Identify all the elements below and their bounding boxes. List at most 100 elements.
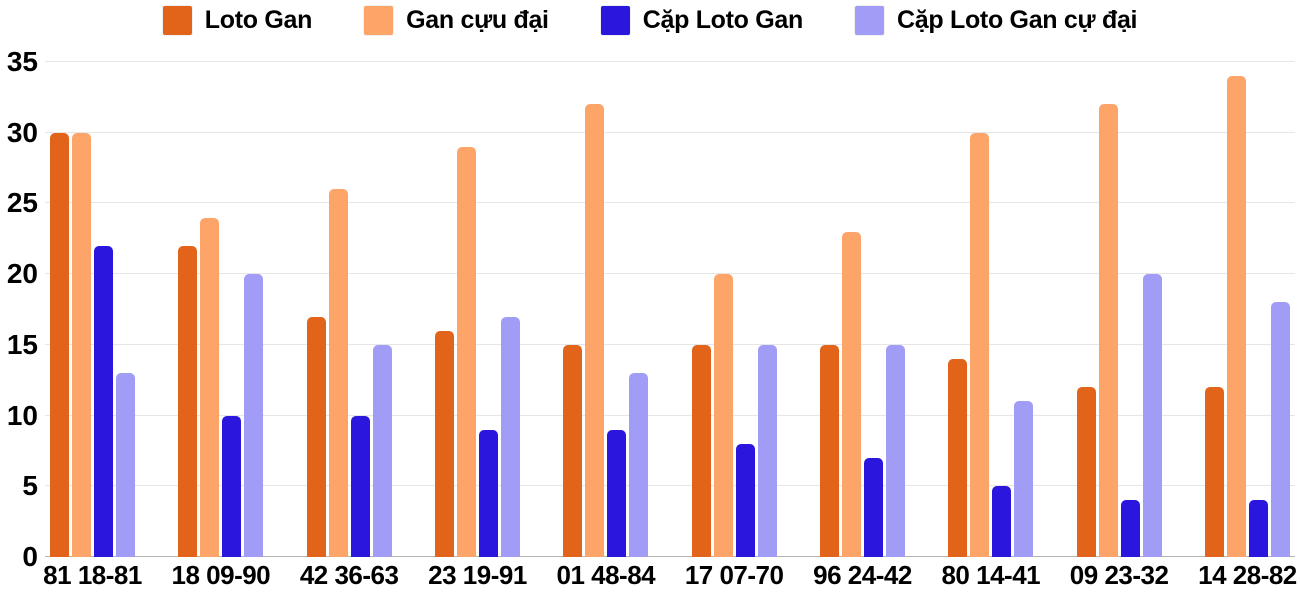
gridline [45,202,1295,204]
bar-gan-cựu-đại[interactable] [970,132,990,557]
y-tick-label: 30 [6,116,38,148]
bar-gan-cựu-đại[interactable] [585,104,605,557]
bar-cặp-loto-gan-cự-đại[interactable] [629,373,649,557]
y-tick-label: 0 [22,541,38,572]
bar-group [1204,62,1290,557]
x-label-slot: 14 28-82 [1198,560,1297,591]
bars-row [45,62,1295,557]
gridline [45,131,1295,133]
plot-area [45,61,1295,557]
bar-cặp-loto-gan[interactable] [350,415,370,557]
x-category-label: 17 07-70 [684,560,784,590]
bar-cặp-loto-gan[interactable] [607,429,627,557]
bar-group [691,62,777,557]
x-label-slot: 42 36-63 [300,560,399,591]
x-label-slot: 80 14-41 [941,560,1040,591]
bar-cặp-loto-gan[interactable] [222,415,242,557]
bar-cặp-loto-gan[interactable] [735,443,755,557]
bar-loto-gan[interactable] [819,344,839,557]
bar-group [1076,62,1162,557]
legend-label: Cặp Loto Gan cự đại [897,6,1138,34]
bar-cặp-loto-gan[interactable] [478,429,498,557]
x-label-slot: 81 18-81 [43,560,142,591]
legend-label: Loto Gan [204,6,313,34]
gridline [45,485,1295,487]
bar-cặp-loto-gan-cự-đại[interactable] [500,316,520,557]
bar-loto-gan[interactable] [306,316,326,557]
bar-gan-cựu-đại[interactable] [200,217,220,557]
x-label-slot: 01 48-84 [556,560,655,591]
legend-swatch-icon [364,6,394,35]
bar-cặp-loto-gan[interactable] [1248,500,1268,557]
bar-cặp-loto-gan-cự-đại[interactable] [1142,274,1162,557]
bar-loto-gan[interactable] [434,330,454,557]
gridline [45,414,1295,416]
chart-legend: Loto Gan Gan cựu đại Cặp Loto Gan Cặp Loto … [0,6,1300,35]
bar-loto-gan[interactable] [1204,387,1224,557]
y-tick-label: 10 [6,399,38,431]
bar-gan-cựu-đại[interactable] [1098,104,1118,557]
bar-cặp-loto-gan-cự-đại[interactable] [1270,302,1290,557]
bar-gan-cựu-đại[interactable] [328,189,348,557]
x-category-label: 23 19-91 [428,560,527,590]
bar-gan-cựu-đại[interactable] [841,231,861,557]
legend-swatch-icon [162,6,192,35]
bar-gan-cựu-đại[interactable] [72,132,91,557]
bar-gan-cựu-đại[interactable] [713,274,733,557]
y-tick-label: 20 [6,258,38,290]
bar-loto-gan[interactable] [948,359,968,557]
bar-loto-gan[interactable] [178,245,198,557]
bar-cặp-loto-gan-cự-đại[interactable] [757,344,777,557]
x-label-slot: 18 09-90 [172,560,271,591]
bar-group [178,62,264,557]
y-tick-label: 25 [6,187,38,219]
bar-loto-gan[interactable] [1076,387,1096,557]
bar-cặp-loto-gan[interactable] [863,458,883,557]
x-category-label: 81 18-81 [43,560,142,590]
legend-item[interactable]: Cặp Loto Gan cự đại [855,6,1138,35]
x-label-slot: 23 19-91 [428,560,527,591]
x-axis: 81 18-81 18 09-90 42 36-63 23 19-91 01 48-84… [43,560,1297,591]
legend-item[interactable]: Cặp Loto Gan [600,6,804,35]
y-axis: 0 5 10 15 20 25 30 35 [0,48,38,571]
bar-cặp-loto-gan-cự-đại[interactable] [244,274,264,557]
x-category-label: 01 48-84 [556,560,656,590]
bar-group [563,62,649,557]
y-tick-label: 5 [22,470,38,502]
x-category-label: 18 09-90 [171,560,271,590]
bar-group [948,62,1034,557]
x-category-label: 42 36-63 [299,560,399,590]
bar-cặp-loto-gan-cự-đại[interactable] [372,344,392,557]
legend-label: Gan cựu đại [406,6,549,34]
x-label-slot: 96 24-42 [813,560,912,591]
bar-cặp-loto-gan-cự-đại[interactable] [116,373,135,557]
bar-gan-cựu-đại[interactable] [456,146,476,557]
x-label-slot: 09 23-32 [1070,560,1169,591]
bar-gan-cựu-đại[interactable] [1226,76,1246,557]
bar-group [819,62,905,557]
gridline [45,61,1295,62]
bar-cặp-loto-gan[interactable] [94,245,113,557]
bar-loto-gan[interactable] [50,132,69,557]
bar-loto-gan[interactable] [563,344,583,557]
x-label-slot: 17 07-70 [685,560,784,591]
legend-item[interactable]: Gan cựu đại [364,6,549,35]
bar-group [50,62,135,557]
x-category-label: 14 28-82 [1198,560,1297,590]
bar-group [434,62,520,557]
bar-cặp-loto-gan[interactable] [992,486,1012,557]
legend-swatch-icon [600,6,630,35]
x-category-label: 96 24-42 [813,560,912,590]
bar-cặp-loto-gan-cự-đại[interactable] [1014,401,1034,557]
bar-group [306,62,392,557]
y-tick-label: 15 [6,328,38,360]
bar-cặp-loto-gan-cự-đại[interactable] [885,344,905,557]
bar-loto-gan[interactable] [691,344,711,557]
gridline [45,343,1295,345]
legend-swatch-icon [855,6,884,35]
bar-cặp-loto-gan[interactable] [1120,500,1140,557]
x-axis-baseline [45,556,1295,557]
legend-item[interactable]: Loto Gan [162,6,313,35]
legend-label: Cặp Loto Gan [642,6,804,34]
